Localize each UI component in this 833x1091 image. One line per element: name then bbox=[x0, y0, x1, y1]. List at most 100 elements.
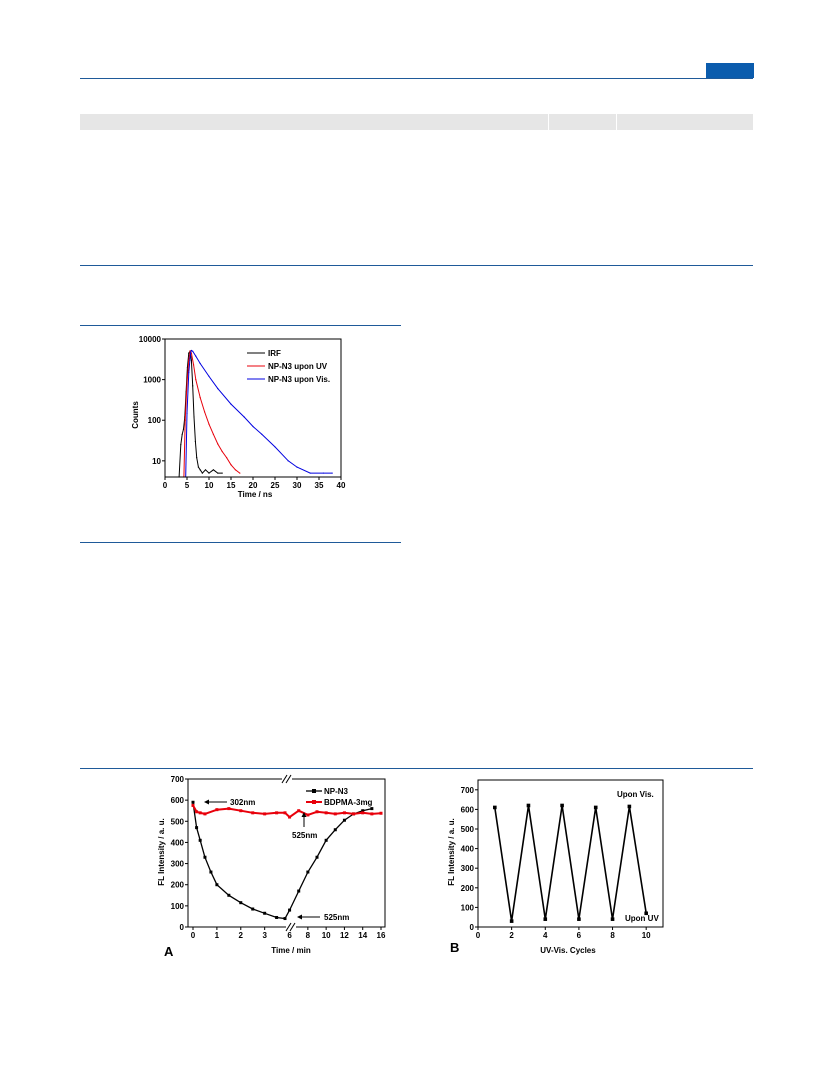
decay-legend: IRF NP-N3 upon UV NP-N3 upon Vis. bbox=[247, 349, 330, 384]
panel-a-point bbox=[288, 908, 292, 912]
panel-a-point bbox=[263, 812, 267, 816]
header-badge bbox=[706, 63, 754, 78]
panel-a-y-tick-label: 200 bbox=[171, 881, 185, 890]
decay-point bbox=[261, 433, 263, 435]
decay-point bbox=[189, 350, 191, 352]
decay-y-tick-label: 100 bbox=[148, 416, 162, 425]
panel-a-point bbox=[342, 818, 346, 822]
decay-point bbox=[226, 457, 228, 459]
decay-point bbox=[243, 416, 245, 418]
panel-b-x-tick-label: 0 bbox=[476, 931, 481, 940]
annotation-525nm-bottom: 525nm bbox=[297, 913, 349, 922]
panel-a-point bbox=[306, 870, 310, 874]
panel-b-label: B bbox=[450, 940, 459, 955]
panel-a-point bbox=[227, 807, 231, 811]
decay-x-tick-label: 15 bbox=[227, 481, 236, 490]
panel-a-x-tick-label: 16 bbox=[377, 931, 386, 940]
panel-a-x-tick-label: 10 bbox=[322, 931, 331, 940]
decay-x-tick-label: 40 bbox=[337, 481, 346, 490]
decay-point bbox=[204, 411, 206, 413]
annotation-525nm-top: 525nm bbox=[292, 812, 317, 840]
panel-a-x-tick-label: 6 bbox=[287, 931, 292, 940]
figure-bottom-rule bbox=[80, 542, 401, 543]
panel-a-y-tick-label: 400 bbox=[171, 838, 185, 847]
panel-a-point bbox=[215, 808, 219, 812]
decay-point bbox=[204, 469, 207, 471]
panel-b-y-tick-label: 400 bbox=[461, 845, 475, 854]
decay-y-tick-label: 1000 bbox=[143, 376, 161, 385]
panel-a-point bbox=[251, 811, 255, 815]
panel-a-point bbox=[288, 815, 292, 819]
decay-point bbox=[221, 450, 223, 453]
decay-point bbox=[217, 443, 219, 445]
panel-a-point bbox=[195, 810, 199, 814]
panel-a-point bbox=[275, 811, 279, 815]
decay-point bbox=[296, 466, 298, 468]
panel-b-point bbox=[560, 803, 564, 808]
panel-b-y-tick-label: 500 bbox=[461, 825, 475, 834]
decay-point bbox=[252, 425, 254, 428]
decay-point bbox=[181, 433, 183, 435]
decay-point bbox=[221, 472, 223, 474]
panel-a-legend: NP-N3 BDPMA-3mg bbox=[306, 787, 373, 807]
decay-point bbox=[189, 352, 192, 354]
panel-a-x-tick-label: 8 bbox=[306, 931, 311, 940]
decay-point bbox=[192, 350, 194, 352]
decay-point bbox=[208, 472, 210, 474]
decay-x-tick-label: 5 bbox=[185, 481, 190, 490]
panel-a-point bbox=[379, 811, 383, 815]
decay-point bbox=[194, 440, 196, 443]
legend-bdpma: BDPMA-3mg bbox=[324, 798, 373, 807]
decay-y-axis-label: Counts bbox=[131, 401, 140, 429]
decay-point bbox=[199, 397, 201, 399]
decay-series-0 bbox=[178, 349, 223, 478]
decay-point bbox=[192, 385, 194, 387]
table-header-band bbox=[80, 114, 753, 130]
decay-point bbox=[230, 403, 232, 405]
panel-b-x-tick-label: 10 bbox=[642, 931, 651, 940]
decay-point bbox=[199, 469, 201, 471]
decay-y-tick-label: 10000 bbox=[139, 335, 162, 344]
decay-point bbox=[309, 472, 311, 474]
decay-point bbox=[180, 444, 182, 446]
panel-b-x-axis-label: UV-Vis. Cycles bbox=[540, 946, 596, 955]
decay-point bbox=[197, 466, 200, 468]
panel-b-plot-frame bbox=[477, 779, 664, 928]
decay-plot-frame bbox=[164, 338, 342, 478]
annotation-302nm: 302nm bbox=[204, 798, 255, 807]
panel-a-series-1 bbox=[192, 804, 382, 819]
panel-a-x-tick-label: 2 bbox=[239, 931, 244, 940]
panel-b-chart: FL Intensity / a. u. UV-Vis. Cycles B 0 2… bbox=[447, 779, 664, 955]
svg-text:525nm: 525nm bbox=[292, 831, 317, 840]
panel-a-point bbox=[297, 889, 301, 893]
panel-b-point bbox=[627, 804, 632, 809]
panel-b-y-tick-label: 300 bbox=[461, 864, 475, 873]
decay-point bbox=[201, 472, 203, 474]
legend-np-n3-vis: NP-N3 upon Vis. bbox=[268, 375, 330, 384]
panel-a-point bbox=[315, 855, 319, 859]
panel-a-y-tick-label: 600 bbox=[171, 796, 185, 805]
decay-point bbox=[186, 412, 188, 414]
decay-x-tick-label: 20 bbox=[249, 481, 258, 490]
decay-point bbox=[230, 464, 232, 466]
panel-a-point bbox=[333, 812, 337, 816]
panel-b-y-tick-label: 100 bbox=[461, 903, 475, 912]
decay-x-axis-label: Time / ns bbox=[238, 490, 273, 499]
axis-break-marks bbox=[281, 774, 296, 932]
decay-point bbox=[217, 472, 219, 474]
panel-b-y-tick-label: 700 bbox=[461, 786, 475, 795]
panel-a-x-tick-label: 0 bbox=[191, 931, 196, 940]
panel-a-series-0 bbox=[192, 802, 373, 920]
svg-text:302nm: 302nm bbox=[230, 798, 255, 807]
panel-a-x-tick-label: 12 bbox=[340, 931, 349, 940]
decay-point bbox=[208, 375, 210, 377]
panel-b-x-tick-label: 6 bbox=[577, 931, 582, 940]
decay-point bbox=[182, 428, 185, 430]
panel-a-point bbox=[263, 911, 267, 915]
decay-chart: Counts Time / ns 0 5 10 15 20 25 30 35 40 10 100 10… bbox=[131, 335, 346, 499]
panel-a-point bbox=[361, 811, 365, 815]
decay-point bbox=[188, 352, 190, 354]
header-rule bbox=[80, 78, 753, 79]
panel-a-point bbox=[227, 893, 231, 897]
decay-point bbox=[217, 388, 219, 390]
